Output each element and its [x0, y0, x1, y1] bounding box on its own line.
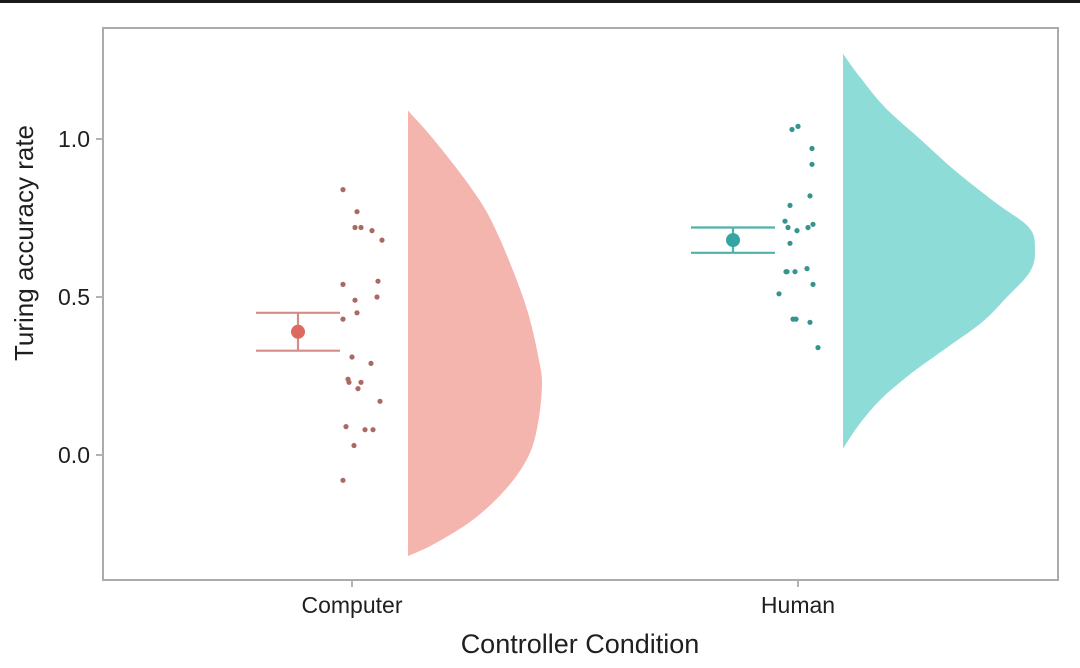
computer-data-point [374, 294, 380, 300]
computer-data-point [351, 442, 357, 449]
human-data-point [782, 218, 788, 224]
human-data-point [810, 281, 816, 287]
computer-half-violin [408, 110, 543, 557]
computer-data-point [352, 224, 358, 231]
human-data-point [807, 319, 813, 325]
human-data-point [785, 224, 791, 231]
computer-data-point [358, 224, 364, 231]
computer-data-point [369, 228, 375, 234]
y-axis-title: Turing accuracy rate [9, 125, 39, 361]
computer-data-point [354, 209, 360, 215]
computer-data-point [340, 477, 346, 483]
human-data-point [805, 224, 811, 231]
computer-data-point [340, 281, 346, 287]
top-edge-line [0, 0, 1080, 3]
human-half-violin [843, 53, 1036, 449]
human-data-point [776, 291, 782, 297]
computer-data-point [368, 360, 374, 366]
computer-data-point [355, 386, 361, 392]
computer-data-point [362, 427, 368, 433]
computer-data-point [358, 379, 364, 385]
y-axis-tick-label: 1.0 [58, 126, 90, 152]
computer-data-point [349, 354, 355, 360]
human-mean-point [726, 233, 740, 248]
human-data-point [815, 345, 821, 351]
computer-data-point [352, 297, 358, 303]
computer-data-point [340, 316, 346, 322]
x-axis-title: Controller Condition [461, 629, 700, 659]
human-data-point [790, 316, 796, 322]
computer-data-point [354, 310, 360, 316]
human-data-point [787, 240, 793, 246]
computer-data-point [377, 398, 383, 404]
human-data-point [809, 145, 815, 152]
human-data-point [810, 221, 816, 227]
x-axis-tick-label-human: Human [761, 592, 835, 618]
human-data-point [795, 123, 801, 129]
human-data-point [794, 228, 800, 234]
computer-mean-point [291, 324, 305, 339]
computer-data-point [343, 424, 349, 430]
plot-panel-border [102, 27, 1059, 581]
human-data-point [784, 269, 790, 275]
computer-data-point [370, 427, 376, 433]
computer-data-point [379, 237, 385, 243]
computer-data-point [346, 379, 352, 385]
computer-data-point [340, 187, 346, 193]
human-data-point [792, 269, 798, 275]
y-axis-tick-label: 0.5 [58, 284, 90, 310]
computer-data-point [375, 278, 381, 284]
human-data-point [809, 161, 815, 167]
y-axis-tick-label: 0.0 [58, 442, 90, 468]
x-axis-tick-label-computer: Computer [302, 592, 403, 618]
human-data-point [804, 266, 810, 272]
human-data-point [787, 202, 793, 208]
human-data-point [807, 193, 813, 199]
human-data-point [789, 126, 795, 133]
